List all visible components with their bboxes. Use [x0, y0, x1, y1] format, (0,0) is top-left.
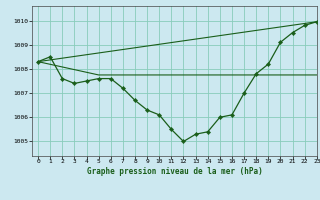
X-axis label: Graphe pression niveau de la mer (hPa): Graphe pression niveau de la mer (hPa): [86, 167, 262, 176]
